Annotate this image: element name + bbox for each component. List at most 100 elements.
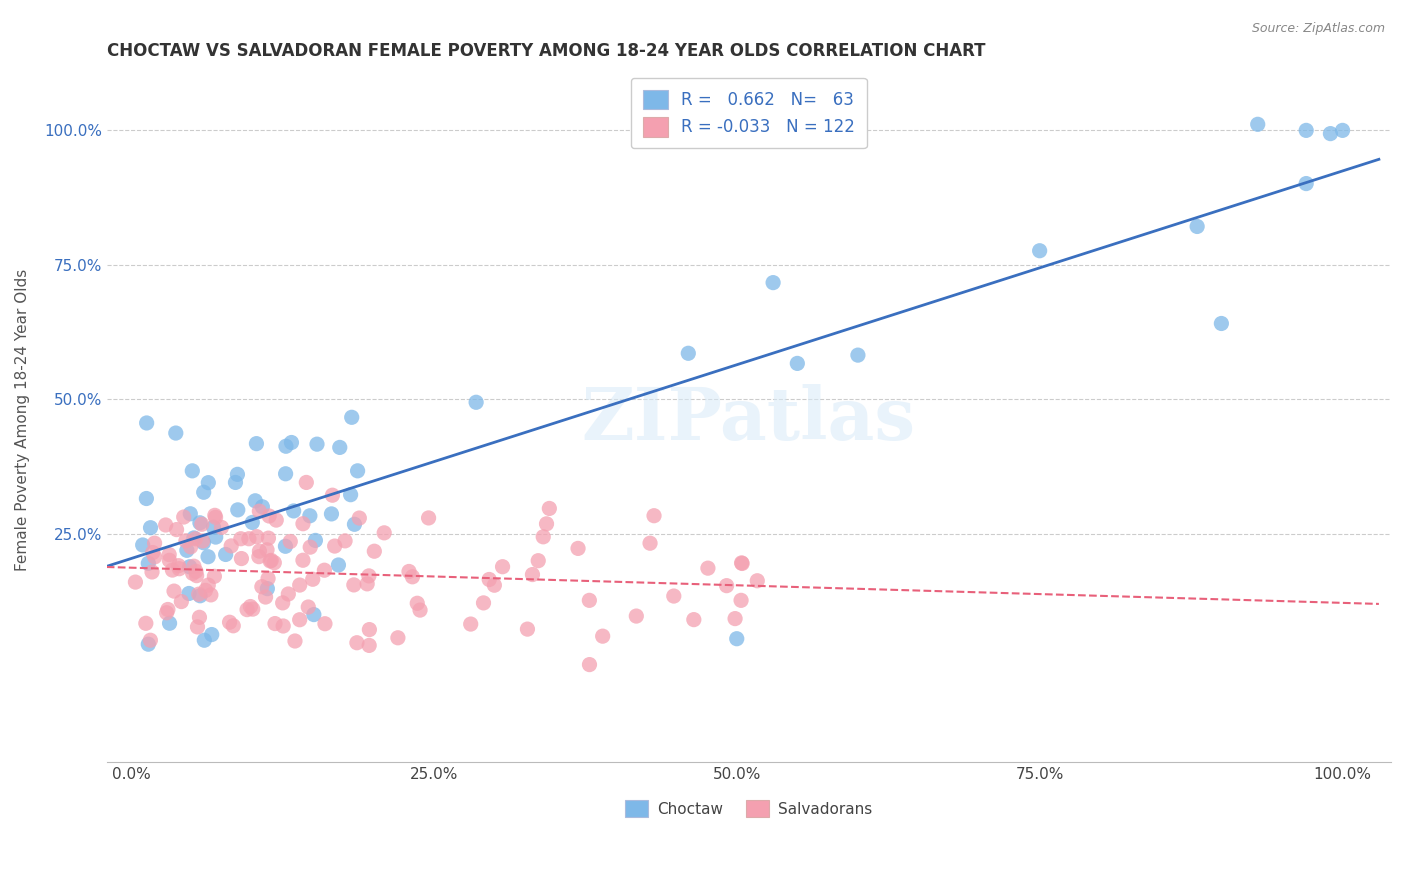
Text: ZIPatlas: ZIPatlas xyxy=(582,384,915,455)
Point xyxy=(472,596,495,610)
Point xyxy=(124,575,146,590)
Point xyxy=(747,574,769,588)
Point xyxy=(202,569,225,583)
Point xyxy=(183,559,205,574)
Point xyxy=(247,504,270,518)
Point xyxy=(240,516,263,530)
Point xyxy=(305,437,328,451)
Point xyxy=(226,467,249,482)
Point xyxy=(238,532,260,546)
Text: Source: ZipAtlas.com: Source: ZipAtlas.com xyxy=(1251,22,1385,36)
Point xyxy=(638,536,661,550)
Point xyxy=(346,464,368,478)
Point xyxy=(626,609,648,624)
Point xyxy=(156,606,179,620)
Point xyxy=(1028,244,1050,258)
Point xyxy=(139,521,162,535)
Point xyxy=(166,523,188,537)
Point xyxy=(135,491,157,506)
Point xyxy=(249,544,271,558)
Point xyxy=(165,425,187,440)
Point xyxy=(678,346,700,360)
Point xyxy=(271,619,294,633)
Point xyxy=(329,441,352,455)
Point xyxy=(197,578,219,592)
Point xyxy=(179,559,201,574)
Point xyxy=(460,617,482,632)
Point xyxy=(191,533,214,548)
Point xyxy=(731,557,754,571)
Point xyxy=(229,532,252,546)
Point xyxy=(222,619,245,633)
Point xyxy=(284,634,307,648)
Point xyxy=(716,579,738,593)
Point xyxy=(538,501,561,516)
Text: CHOCTAW VS SALVADORAN FEMALE POVERTY AMONG 18-24 YEAR OLDS CORRELATION CHART: CHOCTAW VS SALVADORAN FEMALE POVERTY AMO… xyxy=(107,42,986,60)
Point xyxy=(254,590,277,604)
Point xyxy=(181,566,204,581)
Point xyxy=(143,549,166,564)
Point xyxy=(139,633,162,648)
Point xyxy=(373,525,395,540)
Point xyxy=(188,516,211,530)
Point xyxy=(291,553,314,567)
Point xyxy=(1295,123,1317,137)
Point xyxy=(247,549,270,564)
Point xyxy=(321,488,343,502)
Point xyxy=(142,545,165,559)
Point xyxy=(578,657,600,672)
Point xyxy=(527,554,550,568)
Point xyxy=(184,564,207,578)
Point xyxy=(167,558,190,573)
Point xyxy=(162,563,184,577)
Point xyxy=(218,615,240,630)
Point xyxy=(143,536,166,550)
Point xyxy=(725,632,748,646)
Point xyxy=(522,567,544,582)
Point xyxy=(592,629,614,643)
Point xyxy=(484,578,506,592)
Point xyxy=(259,554,281,568)
Point xyxy=(280,435,302,450)
Point xyxy=(297,599,319,614)
Point xyxy=(724,612,747,626)
Point xyxy=(302,607,325,622)
Point xyxy=(155,518,177,533)
Point xyxy=(478,573,501,587)
Point xyxy=(177,586,200,600)
Point xyxy=(136,637,159,651)
Point xyxy=(194,583,217,598)
Point xyxy=(343,517,366,532)
Point xyxy=(211,520,233,534)
Legend: Choctaw, Salvadorans: Choctaw, Salvadorans xyxy=(619,794,879,823)
Point xyxy=(274,439,297,453)
Point xyxy=(578,593,600,607)
Point xyxy=(696,561,718,575)
Point xyxy=(263,556,285,570)
Point xyxy=(314,563,336,577)
Point xyxy=(274,467,297,481)
Point xyxy=(288,578,311,592)
Point xyxy=(277,587,299,601)
Point xyxy=(516,622,538,636)
Point xyxy=(136,557,159,571)
Point xyxy=(339,488,361,502)
Point xyxy=(1211,317,1233,331)
Point xyxy=(491,559,513,574)
Point xyxy=(141,565,163,579)
Point xyxy=(163,584,186,599)
Point xyxy=(193,633,215,648)
Point xyxy=(200,588,222,602)
Point xyxy=(406,596,429,610)
Point xyxy=(159,616,181,631)
Point xyxy=(187,587,209,601)
Point xyxy=(204,530,226,544)
Point xyxy=(231,551,253,566)
Point xyxy=(239,599,262,614)
Point xyxy=(786,356,808,370)
Point xyxy=(202,520,225,534)
Point xyxy=(131,538,153,552)
Point xyxy=(283,504,305,518)
Point xyxy=(264,513,287,527)
Point xyxy=(197,475,219,490)
